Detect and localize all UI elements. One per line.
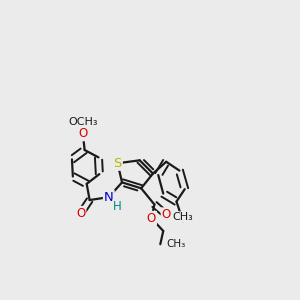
Text: O: O (162, 208, 171, 221)
Text: CH₃: CH₃ (166, 239, 185, 249)
Text: O: O (78, 127, 88, 140)
Text: CH₃: CH₃ (172, 212, 194, 222)
Text: S: S (113, 157, 122, 170)
Text: O: O (147, 212, 156, 225)
Text: O: O (76, 207, 86, 220)
Text: N: N (104, 190, 114, 204)
Text: H: H (113, 200, 122, 213)
Text: OCH₃: OCH₃ (68, 117, 98, 127)
